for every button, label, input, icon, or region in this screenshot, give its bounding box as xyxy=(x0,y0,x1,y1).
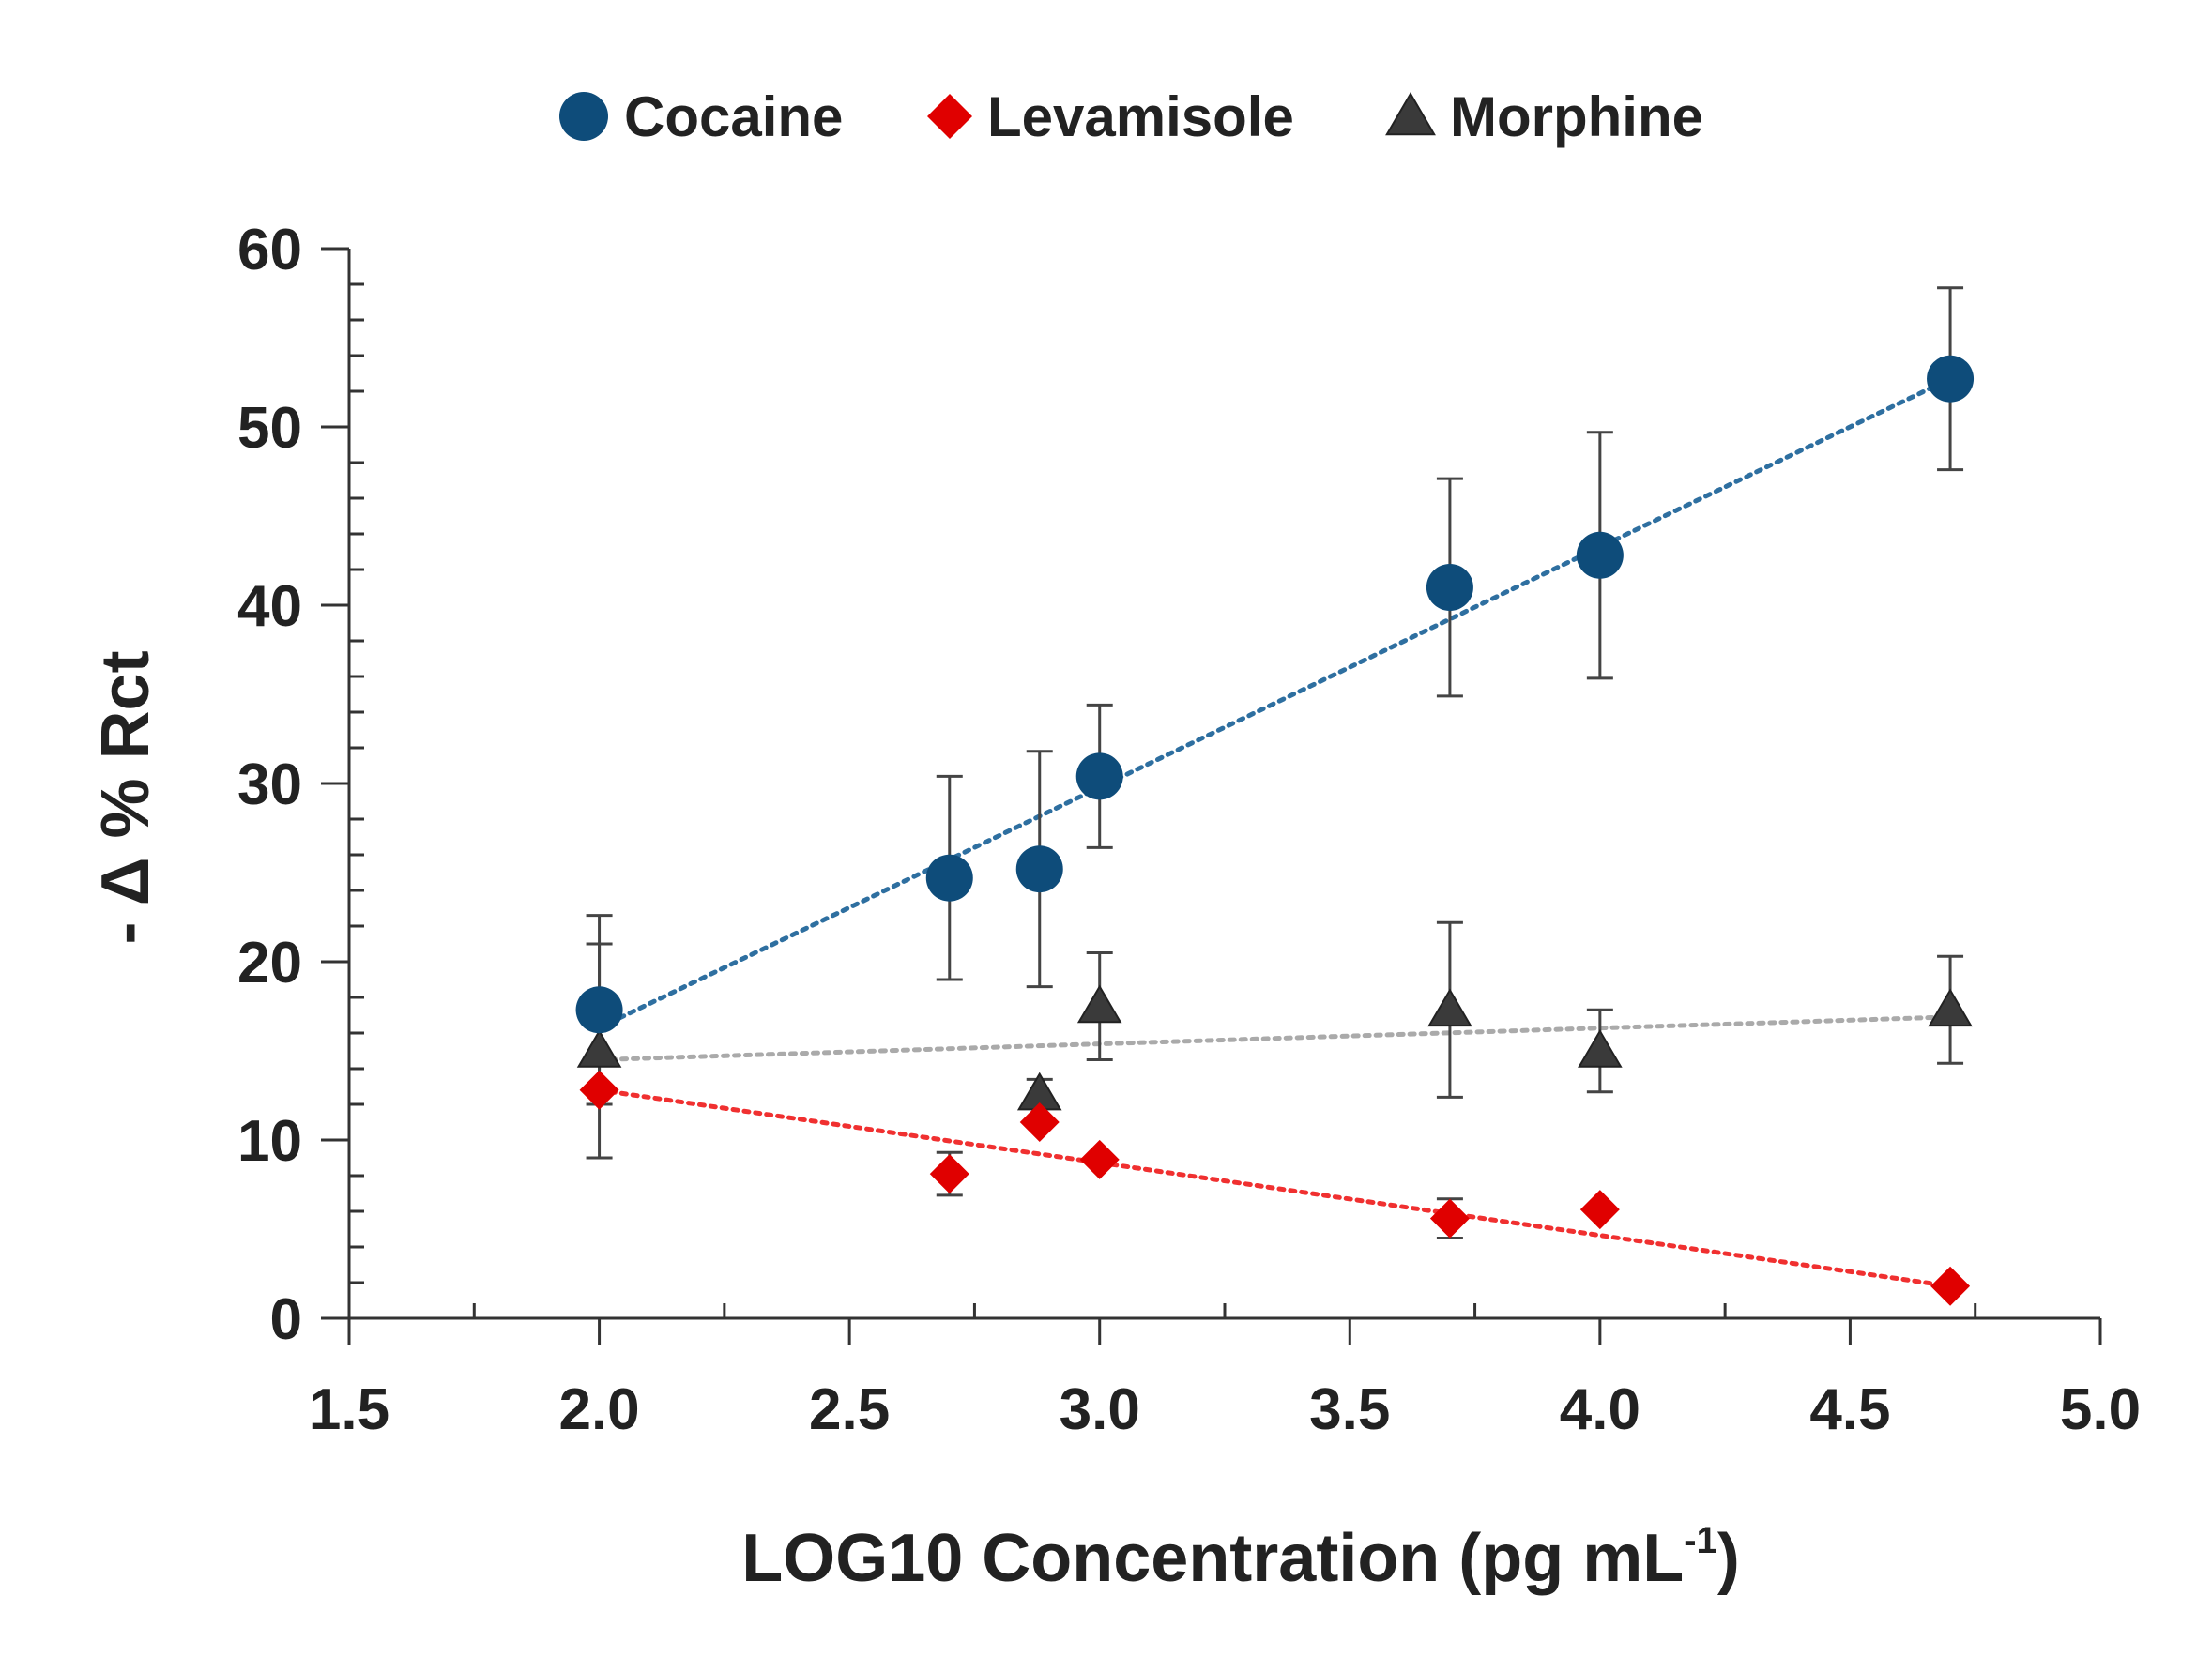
trendlines xyxy=(597,376,1953,1289)
y-tick-label: 20 xyxy=(237,931,302,996)
y-tick-label: 10 xyxy=(237,1109,302,1174)
data-point-levamisole xyxy=(579,1070,619,1110)
data-points xyxy=(575,355,1975,1306)
x-tick-label: 3.5 xyxy=(1309,1377,1390,1442)
x-axis-title-superscript: -1 xyxy=(1684,1520,1717,1561)
data-point-cocaine xyxy=(1576,531,1624,579)
x-axis-title-close: ) xyxy=(1717,1521,1740,1596)
legend: Cocaine Levamisole Morphine xyxy=(559,85,1703,148)
x-axis-title: LOG10 Concentration (pg mL-1) xyxy=(741,1520,1740,1596)
legend-marker-cocaine xyxy=(559,92,608,141)
legend-label-cocaine: Cocaine xyxy=(624,85,843,148)
y-tick-label: 0 xyxy=(270,1287,302,1352)
x-tick-label: 4.5 xyxy=(1809,1377,1890,1442)
data-point-cocaine xyxy=(575,986,623,1034)
y-tick-label: 30 xyxy=(237,752,302,817)
y-tick-label: 50 xyxy=(237,396,302,461)
data-point-cocaine xyxy=(1927,355,1975,403)
data-point-morphine xyxy=(576,1029,622,1068)
x-tick-label: 1.5 xyxy=(309,1377,389,1442)
data-point-levamisole xyxy=(1930,1266,1971,1306)
data-point-levamisole xyxy=(1579,1190,1620,1230)
legend-label-levamisole: Levamisole xyxy=(987,85,1294,148)
data-point-cocaine xyxy=(925,854,973,902)
data-point-morphine xyxy=(1928,988,1973,1027)
data-point-levamisole xyxy=(1429,1198,1470,1239)
data-point-levamisole xyxy=(1019,1102,1060,1142)
error-bars xyxy=(586,286,1964,1239)
legend-marker-morphine xyxy=(1385,92,1436,136)
x-tick-label: 2.5 xyxy=(809,1377,890,1442)
y-tick-label: 60 xyxy=(237,218,302,282)
legend-label-morphine: Morphine xyxy=(1450,85,1703,148)
data-point-levamisole xyxy=(929,1154,969,1194)
trendline-morphine xyxy=(597,1014,1953,1062)
x-tick-label: 4.0 xyxy=(1560,1377,1640,1442)
x-tick-label: 3.0 xyxy=(1060,1377,1140,1442)
trendline-cocaine xyxy=(597,376,1953,1030)
data-point-cocaine xyxy=(1075,752,1123,800)
trendline-levamisole xyxy=(597,1087,1953,1289)
y-tick-label: 40 xyxy=(237,574,302,639)
x-tick-label: 2.0 xyxy=(558,1377,639,1442)
x-tick-label: 5.0 xyxy=(2060,1377,2141,1442)
legend-marker-levamisole xyxy=(927,94,972,139)
data-point-cocaine xyxy=(1015,845,1063,893)
axes: 0 10 20 30 40 50 60 1.5 2.0 2.5 3.0 3.5 4.0 4.5 5.0 xyxy=(237,218,2141,1442)
y-axis-title: - Δ % Rct xyxy=(88,650,163,944)
data-point-morphine xyxy=(1427,988,1472,1027)
data-point-levamisole xyxy=(1079,1139,1120,1179)
data-point-cocaine xyxy=(1426,564,1473,611)
x-axis-title-main: LOG10 Concentration (pg mL xyxy=(741,1521,1684,1596)
data-point-morphine xyxy=(1578,1029,1623,1068)
data-point-morphine xyxy=(1076,984,1122,1024)
